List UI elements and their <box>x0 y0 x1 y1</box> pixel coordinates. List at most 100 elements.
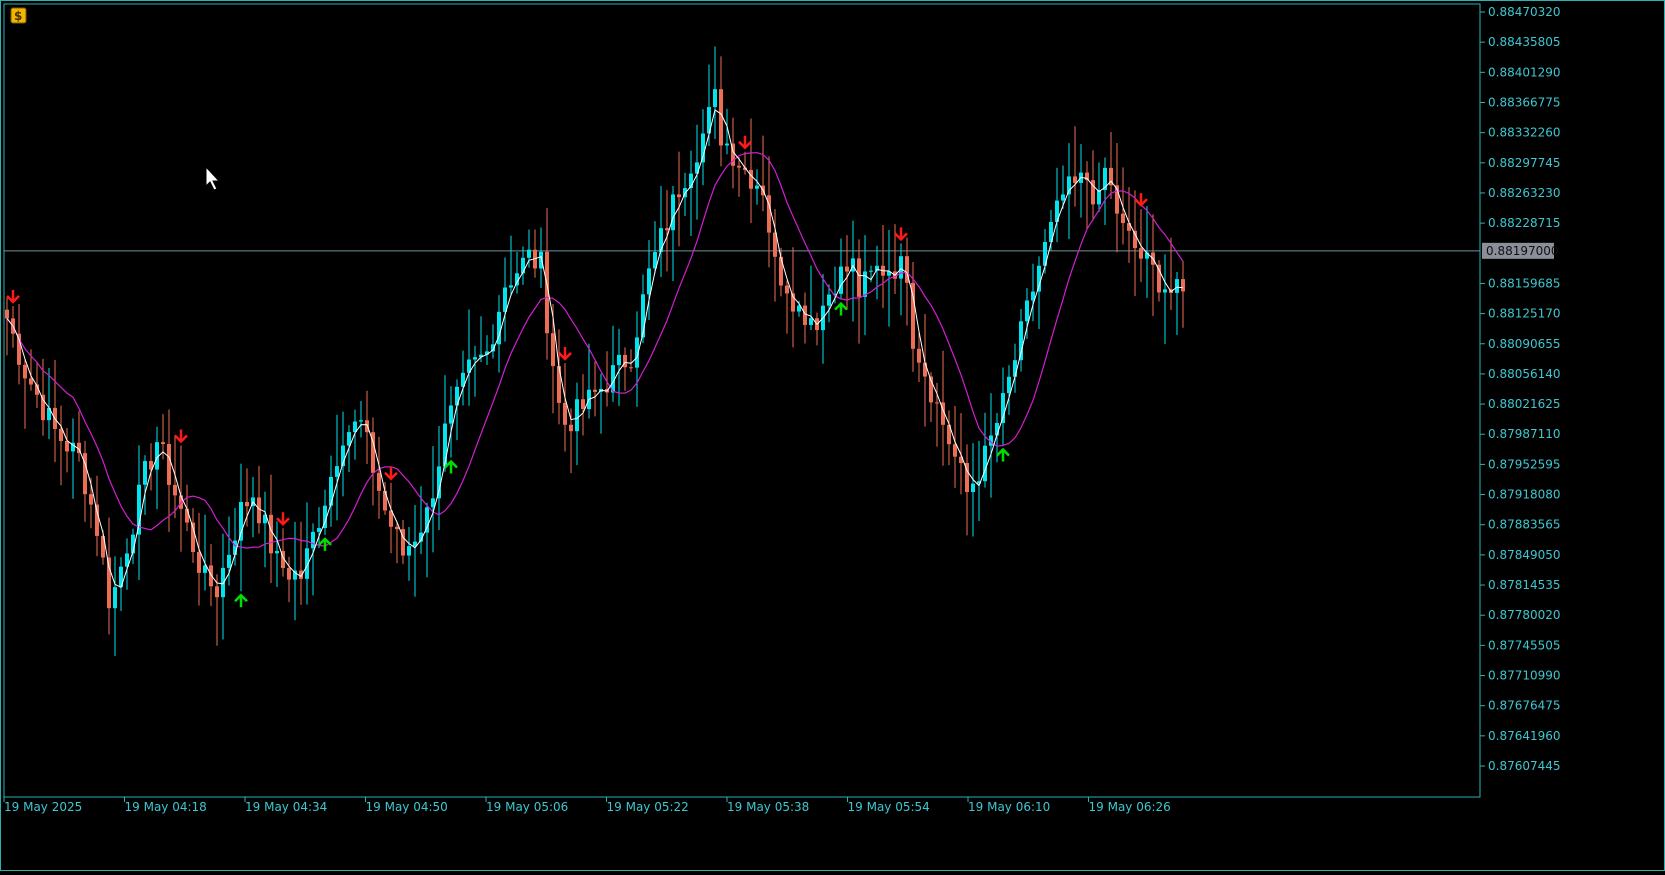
candle-body <box>29 378 33 385</box>
y-tick-label: 0.87745505 <box>1488 638 1561 652</box>
x-tick-label: 19 May 05:22 <box>607 800 689 814</box>
candle <box>401 519 405 565</box>
candle-body <box>1133 230 1137 249</box>
candle <box>1013 343 1017 393</box>
x-tick-label: 19 May 05:38 <box>727 800 809 814</box>
candle-body <box>1025 300 1029 322</box>
candle <box>53 359 57 463</box>
candle-body <box>611 365 615 393</box>
candle-body <box>707 107 711 134</box>
candle-body <box>563 402 567 425</box>
candle <box>551 303 555 414</box>
candle <box>365 390 369 464</box>
candle <box>671 186 675 282</box>
candle <box>317 507 321 549</box>
candle-body <box>449 405 453 424</box>
candle <box>677 151 681 247</box>
sell-arrow-icon <box>174 429 188 444</box>
candle-body <box>539 251 543 269</box>
candle <box>803 292 807 344</box>
candle <box>989 393 993 498</box>
candle-body <box>1097 190 1101 205</box>
candle <box>659 186 663 278</box>
candle-body <box>845 266 849 272</box>
candle <box>497 295 501 373</box>
candle <box>653 221 657 274</box>
y-tick-label: 0.87641960 <box>1488 729 1561 743</box>
candle-body <box>653 252 657 269</box>
candle-body <box>437 466 441 499</box>
candle-body <box>323 505 327 529</box>
candle-body <box>935 402 939 404</box>
sell-arrow-icon <box>276 512 290 526</box>
candle <box>95 475 99 557</box>
candle-body <box>467 359 471 373</box>
candle-body <box>779 256 783 286</box>
candle <box>101 530 105 565</box>
candle-body <box>389 510 393 527</box>
candle <box>737 157 741 197</box>
candle <box>47 367 51 440</box>
candle-body <box>617 354 621 366</box>
y-tick-label: 0.88470320 <box>1488 5 1561 19</box>
candle <box>773 209 777 302</box>
candle <box>167 409 171 532</box>
candle-body <box>833 293 837 295</box>
candle-body <box>965 462 969 493</box>
candle <box>71 418 75 499</box>
candle <box>755 169 759 205</box>
candle <box>629 349 633 372</box>
candle-body <box>737 165 741 168</box>
candle <box>1001 367 1005 446</box>
sell-arrow-icon <box>738 135 752 150</box>
candle <box>17 304 21 385</box>
candle <box>935 382 939 447</box>
candle <box>77 411 81 462</box>
candle-body <box>305 548 309 579</box>
slow-ma-line <box>6 152 1184 549</box>
candle-body <box>905 256 909 283</box>
current-price-label: 0.88197000 <box>1486 244 1559 258</box>
candle <box>941 350 945 466</box>
dollar-coin-icon[interactable]: $ <box>10 7 27 24</box>
candle <box>845 235 849 310</box>
candle <box>239 463 243 592</box>
x-tick-label: 19 May 05:06 <box>486 800 568 814</box>
candle <box>1007 365 1011 415</box>
svg-text:$: $ <box>14 9 22 23</box>
candle-body <box>401 529 405 556</box>
candle <box>143 455 147 515</box>
candle-body <box>863 271 867 297</box>
candle <box>233 508 237 566</box>
candle <box>263 491 267 568</box>
candle-body <box>17 333 21 365</box>
candle-body <box>1019 321 1023 361</box>
candle-body <box>215 586 219 598</box>
candle-body <box>1007 376 1011 394</box>
candle-body <box>527 249 531 258</box>
candle <box>221 533 225 640</box>
candle-body <box>137 484 141 535</box>
candle-body <box>1121 213 1125 224</box>
candle-body <box>803 305 807 325</box>
candle-body <box>635 337 639 368</box>
candle <box>1181 261 1185 328</box>
y-tick-label: 0.88056140 <box>1488 367 1561 381</box>
y-tick-label: 0.88021625 <box>1488 397 1561 411</box>
candle-body <box>359 420 363 422</box>
candle <box>203 514 207 591</box>
candle-body <box>407 546 411 556</box>
candle <box>815 312 819 346</box>
candle <box>563 362 567 452</box>
candle-body <box>425 507 429 533</box>
sell-arrow-icon <box>894 227 908 242</box>
buy-arrow-icon <box>996 447 1010 462</box>
candle <box>1019 308 1023 372</box>
candle-body <box>827 294 831 306</box>
candle <box>713 46 717 139</box>
candle-body <box>989 435 993 446</box>
candle-body <box>269 514 273 554</box>
